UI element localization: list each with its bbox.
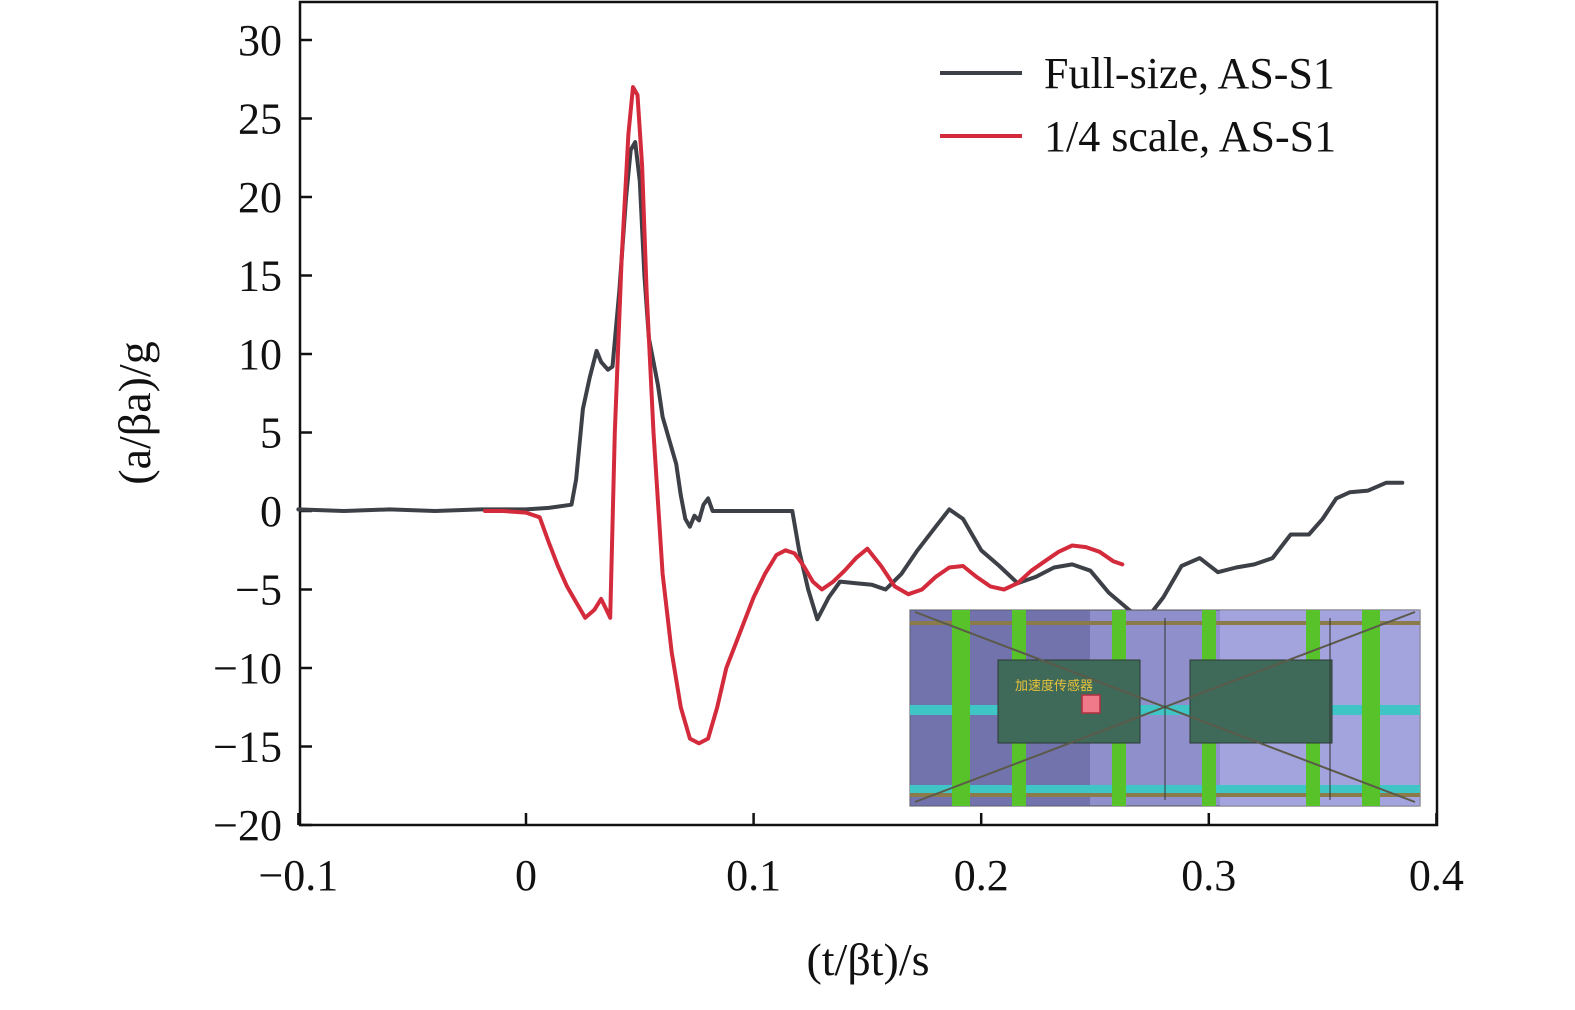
y-tick-label: 0 <box>260 487 282 536</box>
y-tick-label: −20 <box>213 801 282 850</box>
series-group <box>296 85 1405 746</box>
x-tick-label: 0.4 <box>1409 851 1464 900</box>
x-tick-label: 0.2 <box>954 851 1009 900</box>
series-line-quarter-scale <box>483 85 1125 746</box>
inset-sensor-label: 加速度传感器 <box>1015 678 1093 694</box>
legend-label-quarter-scale: 1/4 scale, AS-S1 <box>1044 112 1336 161</box>
y-tick-label: −5 <box>235 566 282 615</box>
legend: Full-size, AS-S1 1/4 scale, AS-S1 <box>940 49 1336 161</box>
x-axis-label: (t/βt)/s <box>806 934 929 985</box>
series-line-full-size <box>296 140 1405 623</box>
legend-label-full-size: Full-size, AS-S1 <box>1044 49 1335 98</box>
y-tick-label: −10 <box>213 644 282 693</box>
x-tick-label: 0.1 <box>726 851 781 900</box>
tick-group: −0.1 0 0.1 0.2 0.3 0.4 −20 −15 −10 −5 0 5 10 15 20 25 30 <box>213 16 1464 900</box>
y-tick-label: −15 <box>213 723 282 772</box>
y-tick-label: 30 <box>238 16 282 65</box>
y-tick-label: 15 <box>238 252 282 301</box>
y-tick-label: 25 <box>238 95 282 144</box>
y-tick-label: 5 <box>260 409 282 458</box>
x-tick-label: 0 <box>515 851 537 900</box>
x-tick-label: 0.3 <box>1181 851 1236 900</box>
x-tick-label: −0.1 <box>258 851 338 900</box>
plot-area-frame <box>298 0 1439 827</box>
y-tick-label: 20 <box>238 173 282 222</box>
y-axis-label: (a/βa)/g <box>109 341 160 484</box>
y-tick-label: 10 <box>238 330 282 379</box>
inset-figure: 加速度传感器 <box>909 609 1421 807</box>
